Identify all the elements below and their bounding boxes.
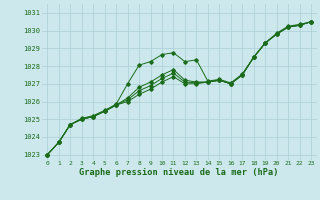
X-axis label: Graphe pression niveau de la mer (hPa): Graphe pression niveau de la mer (hPa) <box>79 168 279 177</box>
